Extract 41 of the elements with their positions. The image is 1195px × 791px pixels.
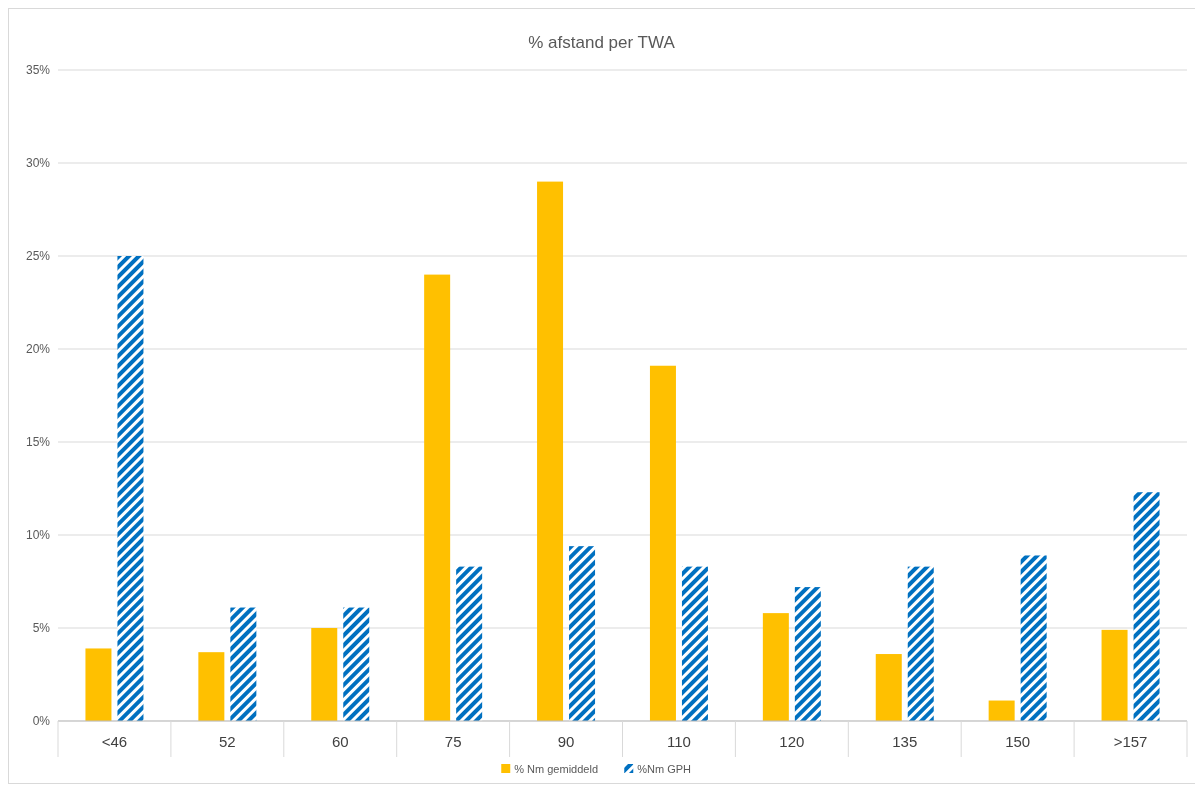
x-tick-label: 90 bbox=[557, 733, 575, 750]
bar bbox=[424, 274, 451, 721]
y-tick-label: 15% bbox=[25, 435, 51, 450]
bar bbox=[85, 648, 112, 721]
y-tick-label: 10% bbox=[25, 528, 51, 543]
bar bbox=[907, 566, 934, 721]
y-tick-label: 25% bbox=[25, 249, 51, 264]
legend-label: % Nm gemiddeld bbox=[514, 763, 599, 775]
x-tick-label: 120 bbox=[779, 733, 805, 750]
bar bbox=[311, 628, 338, 721]
bar bbox=[762, 613, 789, 721]
x-tick-label: <46 bbox=[101, 733, 128, 750]
bar bbox=[681, 566, 708, 721]
y-tick-label: 5% bbox=[32, 621, 51, 636]
bar bbox=[988, 700, 1015, 721]
bar bbox=[1020, 555, 1047, 721]
bar bbox=[343, 607, 370, 721]
bar bbox=[230, 607, 257, 721]
chart-title: % afstand per TWA bbox=[528, 33, 676, 52]
bar bbox=[198, 652, 225, 721]
x-tick-label: 75 bbox=[444, 733, 462, 750]
bar bbox=[875, 654, 902, 721]
bar bbox=[794, 587, 821, 721]
y-tick-label: 20% bbox=[25, 342, 51, 357]
y-tick-label: 35% bbox=[25, 63, 51, 78]
bar bbox=[1101, 629, 1128, 721]
legend-label: %Nm GPH bbox=[637, 763, 692, 775]
bar bbox=[117, 256, 144, 721]
y-tick-label: 0% bbox=[32, 714, 51, 729]
bar bbox=[649, 365, 676, 721]
x-tick-label: 135 bbox=[892, 733, 918, 750]
bar bbox=[1133, 492, 1160, 721]
x-tick-label: 60 bbox=[331, 733, 349, 750]
bar bbox=[456, 566, 483, 721]
x-tick-label: >157 bbox=[1113, 733, 1148, 750]
x-tick-label: 110 bbox=[666, 733, 691, 750]
x-tick-label: 150 bbox=[1005, 733, 1031, 750]
bar bbox=[537, 181, 564, 721]
y-tick-label: 30% bbox=[25, 156, 51, 171]
bar bbox=[569, 546, 596, 721]
x-tick-label: 52 bbox=[219, 733, 236, 750]
